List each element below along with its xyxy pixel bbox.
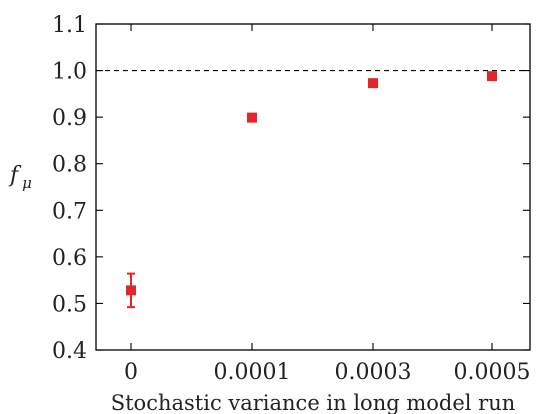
y-tick-label: 1.1 — [52, 13, 87, 38]
y-tick-label: 0.9 — [52, 106, 87, 131]
data-point — [368, 78, 378, 89]
y-tick-label: 0.7 — [52, 199, 87, 224]
y-tick-label: 0.4 — [52, 339, 87, 364]
y-tick-label: 0.8 — [52, 153, 87, 178]
x-tick-label: 0.0001 — [214, 360, 291, 385]
x-tick-label: 0.0005 — [454, 360, 531, 385]
plot-frame — [95, 23, 531, 351]
x-tick-label: 0.0003 — [335, 360, 412, 385]
y-axis-label-main: f — [8, 163, 22, 188]
y-axis-label-sub: μ — [22, 174, 32, 192]
y-axis: 0.4 0.5 0.6 0.7 0.8 0.9 1.0 1.1 — [52, 13, 530, 364]
data-marks — [126, 71, 497, 309]
x-tick-label: 0 — [124, 360, 138, 385]
plot-area — [95, 23, 531, 351]
y-tick-label: 1.0 — [52, 60, 87, 85]
x-axis: 0 0.0001 0.0003 0.0005 — [124, 24, 530, 385]
data-point — [126, 285, 136, 296]
y-tick-label: 0.5 — [52, 292, 87, 317]
y-axis-label: f μ — [8, 163, 32, 192]
x-axis-label: Stochastic variance in long model run — [111, 391, 516, 414]
y-tick-label: 0.6 — [52, 246, 87, 271]
data-point — [487, 71, 497, 82]
data-point — [247, 112, 257, 123]
